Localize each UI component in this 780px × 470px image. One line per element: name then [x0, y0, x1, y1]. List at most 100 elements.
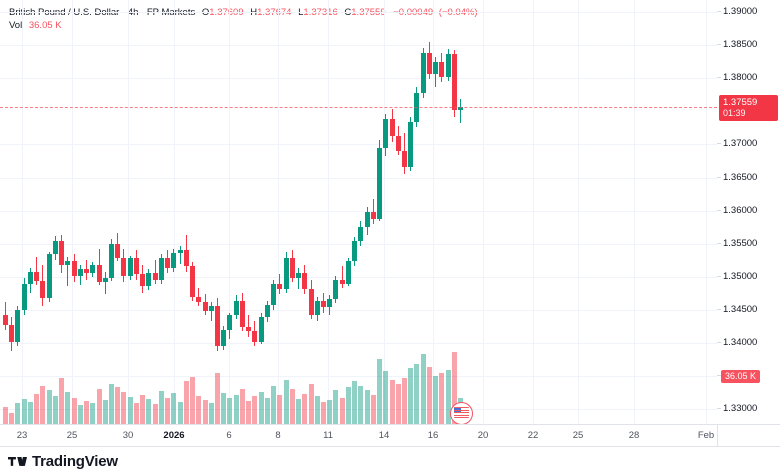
candle-body — [9, 324, 15, 342]
candle-body — [115, 243, 121, 259]
us-flag-event-marker[interactable] — [450, 402, 473, 425]
candle-body — [71, 261, 77, 276]
volume-bar — [21, 399, 27, 424]
volume-bar — [277, 395, 283, 424]
candlestick-bar — [264, 0, 270, 424]
time-axis[interactable]: 23 25 30 2026 6 8 11 14 16 20 22 25 28 Feb — [0, 425, 717, 446]
candlestick-bar — [420, 0, 426, 424]
chart-pane[interactable] — [0, 0, 717, 424]
candlestick-bar — [21, 0, 27, 424]
volume-bar — [196, 396, 202, 424]
price-axis[interactable]: 1.39000 1.38500 1.38000 1.37000 1.36500 1.360… — [717, 0, 780, 424]
candle-body — [283, 258, 289, 289]
candlestick-bar — [140, 0, 146, 424]
volume-bar — [402, 378, 408, 424]
tick-dash — [717, 77, 721, 78]
candlestick-bar — [233, 0, 239, 424]
volume-bar — [190, 376, 196, 424]
candlestick-bar — [252, 0, 258, 424]
candlestick-bar — [333, 0, 339, 424]
current-price-text: 1.37559 — [723, 97, 758, 108]
tick-dash — [717, 143, 721, 144]
gridline-horizontal — [0, 45, 717, 46]
tick-dash — [717, 342, 721, 343]
candlestick-bar — [377, 0, 383, 424]
candle-body — [90, 265, 96, 273]
candlestick-bar — [177, 0, 183, 424]
candlestick-bar — [196, 0, 202, 424]
candlestick-bar — [65, 0, 71, 424]
volume-bar — [370, 394, 376, 424]
candlestick-series — [3, 0, 464, 424]
candlestick-bar — [59, 0, 65, 424]
candle-body — [402, 151, 408, 167]
price-axis-tick: 1.37000 — [717, 139, 757, 149]
volume-bar — [408, 368, 414, 424]
flag-stripe — [454, 409, 469, 411]
tradingview-brand[interactable]: TradingView — [8, 452, 118, 470]
time-axis-tick: 22 — [527, 430, 539, 441]
candle-body — [40, 280, 46, 299]
candlestick-bar — [146, 0, 152, 424]
volume-bar — [9, 412, 15, 424]
current-price-line — [0, 107, 717, 108]
candle-body — [59, 241, 65, 265]
volume-bar — [339, 397, 345, 424]
volume-bar — [121, 392, 127, 424]
candlestick-bar — [358, 0, 364, 424]
time-axis-tick: 28 — [628, 430, 640, 441]
gridline-horizontal — [0, 144, 717, 145]
volume-bar — [283, 379, 289, 424]
volume-bar — [320, 401, 326, 424]
volume-bar — [233, 394, 239, 424]
candle-body — [258, 316, 264, 342]
gridline-horizontal — [0, 178, 717, 179]
candle-body — [395, 136, 401, 152]
volume-bar — [377, 359, 383, 424]
candlestick-bar — [246, 0, 252, 424]
candlestick-bar — [90, 0, 96, 424]
volume-value-badge[interactable]: 36.05 K — [721, 370, 761, 383]
candle-body — [377, 148, 383, 219]
volume-bar — [426, 366, 432, 424]
candle-body — [165, 258, 171, 268]
volume-bar — [59, 378, 65, 424]
tick-dash — [717, 210, 721, 211]
candlestick-bar — [77, 0, 83, 424]
tradingview-logo-icon — [8, 456, 27, 466]
volume-bar — [389, 379, 395, 424]
gridline-vertical — [72, 0, 73, 424]
volume-bar — [15, 403, 21, 424]
candle-body — [433, 62, 439, 75]
time-axis-tick: 23 — [16, 430, 28, 441]
volume-bar — [158, 390, 164, 424]
volume-bar — [152, 404, 158, 424]
gridline-horizontal — [0, 343, 717, 344]
candlestick-bar — [52, 0, 58, 424]
volume-bar — [252, 396, 258, 424]
candle-wick — [198, 287, 200, 307]
volume-bar — [140, 394, 146, 424]
candle-body — [84, 268, 90, 273]
volume-bar — [90, 403, 96, 424]
current-price-badge[interactable]: 1.37559 01:39 — [719, 95, 778, 121]
candle-wick — [248, 315, 250, 337]
candlestick-bar — [433, 0, 439, 424]
candle-body — [352, 241, 358, 262]
candle-body — [27, 271, 33, 284]
volume-bar — [439, 372, 445, 424]
candlestick-bar — [296, 0, 302, 424]
candlestick-bar — [108, 0, 114, 424]
candle-body — [327, 299, 333, 308]
gridline-vertical — [384, 0, 385, 424]
candle-body — [227, 315, 233, 330]
candlestick-bar — [458, 0, 464, 424]
candle-body — [46, 254, 52, 299]
candle-body — [408, 121, 414, 167]
volume-bar — [177, 401, 183, 424]
candle-wick — [104, 271, 106, 295]
volume-bar — [108, 383, 114, 424]
gridline-horizontal — [0, 78, 717, 79]
volume-bar — [271, 385, 277, 424]
candlestick-bar — [271, 0, 277, 424]
